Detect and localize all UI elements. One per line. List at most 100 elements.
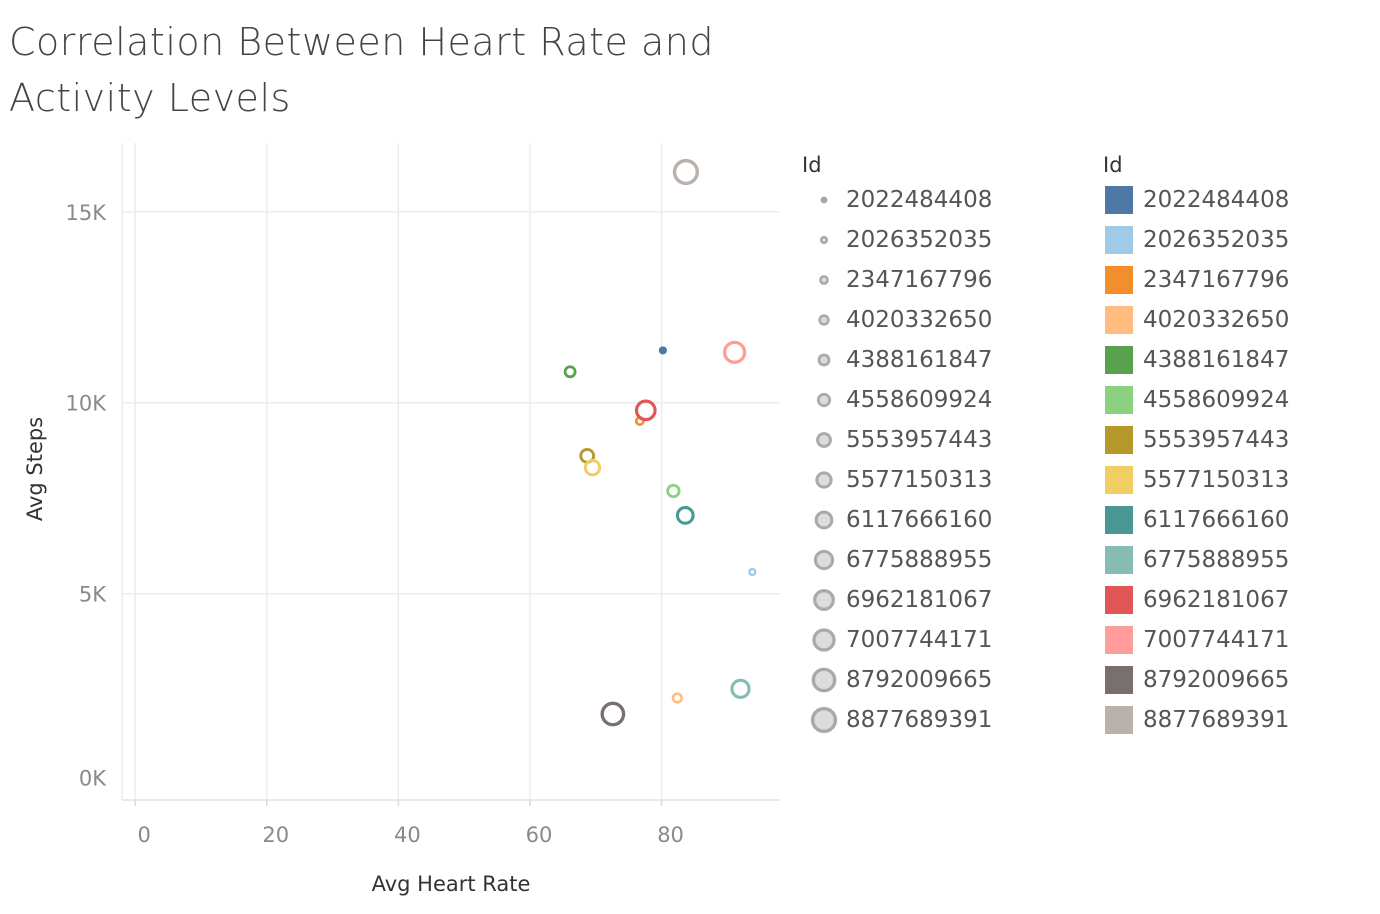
x-tick-label: 0 bbox=[137, 823, 150, 847]
color-swatch bbox=[1105, 586, 1133, 614]
size-legend-label: 4388161847 bbox=[846, 347, 993, 373]
size-swatch bbox=[819, 275, 829, 285]
data-point-7007744171[interactable] bbox=[722, 340, 747, 364]
size-legend-label: 2022484408 bbox=[846, 187, 993, 213]
size-swatch bbox=[820, 196, 828, 204]
x-tick-label: 80 bbox=[657, 823, 684, 847]
color-swatch bbox=[1105, 186, 1133, 214]
color-legend: Id 2022484408 2026352035 2347167796 4020332… bbox=[1103, 150, 1289, 740]
size-swatch bbox=[814, 510, 834, 530]
size-swatch-circle bbox=[819, 275, 829, 285]
data-point-4558609924[interactable] bbox=[666, 483, 681, 499]
size-legend-label: 6962181067 bbox=[846, 587, 993, 613]
size-swatch bbox=[813, 589, 835, 611]
size-legend-item[interactable]: 4388161847 bbox=[802, 340, 992, 380]
data-point-4388161847[interactable] bbox=[563, 365, 577, 379]
color-legend-label: 8792009665 bbox=[1143, 667, 1290, 693]
scatter-plot: 0 20 40 60 80 0K 5K 10K 15K Avg Heart Rate Avg S… bbox=[23, 143, 780, 896]
color-legend-label: 8877689391 bbox=[1143, 707, 1290, 733]
size-legend-item[interactable]: 7007744171 bbox=[802, 620, 992, 660]
size-swatch-circle bbox=[816, 392, 832, 408]
color-swatch bbox=[1105, 226, 1133, 254]
size-swatch-circle bbox=[819, 235, 829, 245]
data-point-2026352035[interactable] bbox=[748, 567, 757, 577]
gridlines bbox=[122, 143, 780, 800]
color-legend-list: 2022484408 2026352035 2347167796 4020332650… bbox=[1103, 180, 1289, 740]
size-swatch-circle bbox=[813, 589, 835, 611]
axes bbox=[121, 143, 780, 806]
data-point-6775888955[interactable] bbox=[730, 678, 751, 699]
size-legend-item[interactable]: 6775888955 bbox=[802, 540, 992, 580]
color-swatch bbox=[1105, 386, 1133, 414]
color-swatch bbox=[1105, 546, 1133, 574]
size-legend-item[interactable]: 5553957443 bbox=[802, 420, 992, 460]
color-legend-item[interactable]: 2022484408 bbox=[1103, 180, 1289, 220]
color-swatch bbox=[1105, 706, 1133, 734]
y-tick-label: 15K bbox=[66, 201, 108, 225]
size-legend-item[interactable]: 2026352035 bbox=[802, 220, 992, 260]
color-swatch bbox=[1105, 426, 1133, 454]
x-tick-label: 60 bbox=[526, 823, 553, 847]
color-legend-item[interactable]: 2026352035 bbox=[1103, 220, 1289, 260]
color-legend-label: 6775888955 bbox=[1143, 547, 1290, 573]
size-legend-item[interactable]: 4020332650 bbox=[802, 300, 992, 340]
y-tick-label: 5K bbox=[79, 583, 107, 607]
size-swatch bbox=[817, 353, 831, 367]
size-legend-item[interactable]: 8792009665 bbox=[802, 660, 992, 700]
size-legend-label: 2026352035 bbox=[846, 227, 993, 253]
color-legend-item[interactable]: 5553957443 bbox=[1103, 420, 1289, 460]
size-legend-label: 4020332650 bbox=[846, 307, 993, 333]
size-legend-label: 6775888955 bbox=[846, 547, 993, 573]
size-legend-list: 2022484408 2026352035 2347167796 4020332650… bbox=[802, 180, 992, 740]
color-swatch bbox=[1105, 266, 1133, 294]
x-tick-label: 20 bbox=[262, 823, 289, 847]
x-tick-label: 40 bbox=[394, 823, 421, 847]
size-swatch bbox=[815, 471, 833, 489]
data-point-6117666160[interactable] bbox=[675, 506, 695, 525]
color-swatch bbox=[1105, 466, 1133, 494]
size-legend-label: 2347167796 bbox=[846, 267, 993, 293]
color-legend-label: 4558609924 bbox=[1143, 387, 1290, 413]
color-legend-item[interactable]: 5577150313 bbox=[1103, 460, 1289, 500]
color-legend-item[interactable]: 6117666160 bbox=[1103, 500, 1289, 540]
data-point-8877689391[interactable] bbox=[672, 158, 700, 186]
size-legend-item[interactable]: 8877689391 bbox=[802, 700, 992, 740]
size-legend-item[interactable]: 4558609924 bbox=[802, 380, 992, 420]
color-legend-item[interactable]: 7007744171 bbox=[1103, 620, 1289, 660]
size-legend-item[interactable]: 2347167796 bbox=[802, 260, 992, 300]
size-swatch-circle bbox=[817, 353, 831, 367]
x-axis-title: Avg Heart Rate bbox=[372, 872, 531, 896]
size-legend-item[interactable]: 6962181067 bbox=[802, 580, 992, 620]
data-point-8792009665[interactable] bbox=[600, 701, 626, 727]
size-swatch-circle bbox=[812, 628, 836, 652]
color-legend-item[interactable]: 4020332650 bbox=[1103, 300, 1289, 340]
size-swatch bbox=[819, 235, 829, 245]
size-swatch-circle bbox=[816, 432, 832, 448]
color-legend-item[interactable]: 6775888955 bbox=[1103, 540, 1289, 580]
color-swatch bbox=[1105, 626, 1133, 654]
color-legend-item[interactable]: 8877689391 bbox=[1103, 700, 1289, 740]
data-point-4020332650[interactable] bbox=[671, 692, 683, 704]
y-axis-title: Avg Steps bbox=[23, 417, 47, 521]
chart-title: Correlation Between Heart Rate and Activ… bbox=[9, 20, 714, 120]
color-legend-item[interactable]: 4388161847 bbox=[1103, 340, 1289, 380]
size-swatch-circle bbox=[811, 667, 837, 693]
color-legend-item[interactable]: 2347167796 bbox=[1103, 260, 1289, 300]
color-legend-item[interactable]: 4558609924 bbox=[1103, 380, 1289, 420]
size-legend-item[interactable]: 5577150313 bbox=[802, 460, 992, 500]
size-legend-label: 8792009665 bbox=[846, 667, 993, 693]
size-swatch-circle bbox=[813, 549, 835, 571]
color-swatch bbox=[1105, 506, 1133, 534]
size-swatch-circle bbox=[814, 510, 834, 530]
data-point-2022484408[interactable] bbox=[658, 346, 667, 355]
color-legend-label: 5553957443 bbox=[1143, 427, 1290, 453]
color-legend-item[interactable]: 6962181067 bbox=[1103, 580, 1289, 620]
tick-labels: 0 20 40 60 80 0K 5K 10K 15K bbox=[66, 201, 684, 847]
data-point-6962181067[interactable] bbox=[634, 399, 657, 422]
data-point-5577150313[interactable] bbox=[583, 459, 602, 477]
color-legend-label: 4388161847 bbox=[1143, 347, 1290, 373]
size-legend-item[interactable]: 6117666160 bbox=[802, 500, 992, 540]
size-swatch bbox=[810, 706, 838, 734]
size-legend-item[interactable]: 2022484408 bbox=[802, 180, 992, 220]
color-legend-item[interactable]: 8792009665 bbox=[1103, 660, 1289, 700]
